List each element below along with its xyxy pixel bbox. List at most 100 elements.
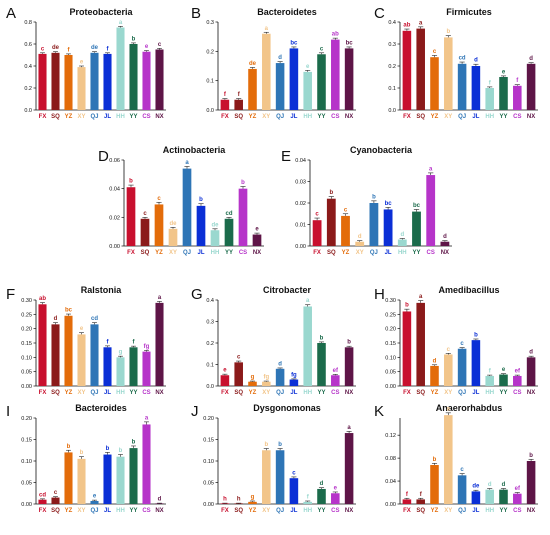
significance-label: b	[474, 332, 478, 338]
y-tick-label: 0.06	[109, 158, 120, 164]
x-tick-label-yz: YZ	[65, 114, 73, 120]
panel-letter: B	[191, 5, 201, 22]
x-tick-label-qj: QJ	[276, 390, 284, 396]
bar-yz	[430, 465, 439, 504]
x-tick-label-sq: SQ	[327, 250, 336, 256]
bar-xy	[444, 415, 453, 504]
x-tick-label-cs: CS	[142, 508, 150, 514]
x-tick-label-cs: CS	[331, 390, 339, 396]
significance-label: fg	[144, 344, 150, 350]
significance-label: e	[145, 44, 149, 50]
y-tick-label: 0.05	[21, 370, 32, 376]
significance-label: e	[255, 227, 259, 233]
x-tick-label-fx: FX	[221, 390, 229, 396]
significance-label: cd	[459, 56, 466, 62]
chart-title: Citrobacter	[263, 285, 312, 295]
x-tick-label-yz: YZ	[431, 114, 439, 120]
x-tick-label-jl: JL	[197, 250, 204, 256]
bar-yz	[248, 381, 257, 386]
chart-panel-j: J Dysgonomonas 0.00 0.05 0.10 0.15 0.20 h FX h SQ g…	[191, 403, 356, 514]
x-tick-label-cs: CS	[513, 114, 521, 120]
significance-label: a	[158, 295, 162, 301]
chart-title: Cyanobacteria	[350, 145, 413, 155]
significance-label: a	[265, 26, 269, 32]
x-tick-label-fx: FX	[39, 508, 47, 514]
x-tick-label-yy: YY	[317, 114, 325, 120]
y-tick-label: 0.0	[206, 108, 214, 114]
y-tick-label: 0.25	[21, 312, 32, 318]
bar-nx	[440, 241, 450, 246]
x-tick-label-cs: CS	[239, 250, 247, 256]
bar-xy	[77, 67, 86, 110]
bar-nx	[252, 234, 262, 246]
significance-label: cd	[39, 492, 46, 498]
significance-label: e	[502, 367, 506, 373]
x-tick-label-nx: NX	[345, 114, 353, 120]
y-tick-label: 0.2	[206, 341, 214, 347]
significance-label: c	[157, 196, 161, 202]
significance-label: bc	[65, 308, 73, 314]
x-tick-label-yy: YY	[499, 114, 507, 120]
significance-label: c	[315, 212, 319, 218]
significance-label: b	[347, 340, 351, 346]
y-tick-label: 0.0	[206, 384, 214, 390]
bar-hh	[116, 357, 125, 386]
x-tick-label-yz: YZ	[431, 390, 439, 396]
x-tick-label-qj: QJ	[458, 114, 466, 120]
y-tick-label: 0.15	[21, 438, 32, 444]
x-tick-label-cs: CS	[142, 114, 150, 120]
significance-label: b	[433, 457, 437, 463]
x-tick-label-hh: HH	[116, 114, 125, 120]
bar-yy	[317, 54, 326, 110]
bar-yz	[64, 55, 73, 110]
significance-label: d	[278, 361, 282, 367]
x-tick-label-hh: HH	[303, 508, 312, 514]
panel-letter: D	[98, 148, 109, 165]
bar-sq	[234, 362, 243, 386]
x-tick-label-fx: FX	[313, 250, 321, 256]
bar-yy	[317, 343, 326, 386]
significance-label: fg	[291, 372, 297, 378]
significance-label: ef	[515, 369, 521, 375]
y-tick-label: 0.6	[24, 42, 32, 48]
bar-yy	[412, 211, 421, 246]
bar-fx	[220, 99, 230, 110]
significance-label: f	[107, 46, 110, 52]
y-tick-label: 0.05	[21, 481, 32, 487]
x-tick-label-yz: YZ	[249, 390, 257, 396]
significance-label: g	[251, 375, 255, 381]
bar-qj	[275, 450, 285, 504]
x-tick-label-hh: HH	[485, 390, 494, 396]
x-tick-label-fx: FX	[39, 114, 47, 120]
significance-label: c	[292, 470, 296, 476]
x-tick-label-xy: XY	[77, 114, 85, 120]
x-tick-label-fx: FX	[221, 508, 229, 514]
y-tick-label: 0.3	[206, 320, 214, 326]
x-tick-label-yy: YY	[225, 250, 233, 256]
significance-label: cd	[91, 316, 98, 322]
bar-hh	[397, 239, 407, 246]
bar-nx	[526, 357, 536, 386]
bar-hh	[116, 456, 125, 504]
x-tick-label-fx: FX	[403, 390, 411, 396]
bar-xy	[262, 381, 271, 386]
x-tick-label-sq: SQ	[51, 114, 60, 120]
significance-label: c	[447, 347, 451, 353]
panel-letter: A	[6, 5, 16, 22]
significance-label: c	[54, 490, 58, 496]
chart-title: Proteobacteria	[69, 7, 133, 17]
bar-yy	[224, 218, 234, 246]
bar-fx	[312, 220, 322, 246]
panel-letter: F	[6, 286, 15, 303]
x-tick-label-xy: XY	[444, 390, 452, 396]
bar-qj	[90, 500, 99, 504]
x-tick-label-xy: XY	[77, 390, 85, 396]
x-tick-label-cs: CS	[513, 508, 521, 514]
significance-label: de	[472, 484, 480, 490]
significance-label: ab	[332, 32, 339, 38]
x-tick-label-jl: JL	[472, 390, 479, 396]
x-tick-label-jl: JL	[290, 114, 297, 120]
bar-sq	[326, 198, 336, 246]
x-tick-label-qj: QJ	[90, 114, 98, 120]
bar-yy	[129, 347, 138, 386]
